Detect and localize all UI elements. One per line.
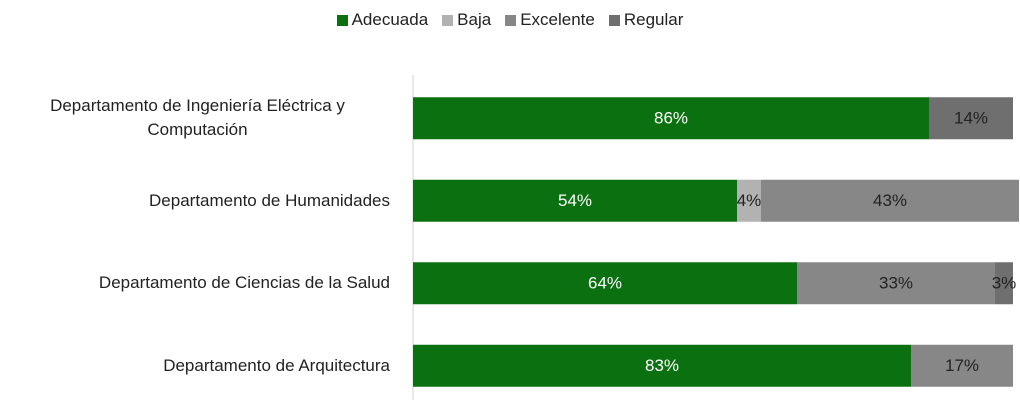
legend-swatch	[442, 14, 454, 26]
category-text: Departamento de Ingeniería Eléctrica y C…	[50, 96, 345, 140]
data-label: 86%	[654, 109, 688, 128]
data-label: 83%	[645, 356, 679, 375]
bar-segment	[737, 179, 761, 222]
data-label: 54%	[558, 191, 592, 210]
legend-label: Adecuada	[351, 10, 429, 29]
data-label: 3%	[992, 274, 1017, 293]
data-label: 14%	[954, 109, 988, 128]
data-label: 43%	[873, 191, 907, 210]
category-label: Departamento de Ingeniería Eléctrica y C…	[0, 88, 390, 148]
bar-segment	[413, 97, 929, 140]
data-label: 4%	[737, 191, 762, 210]
legend: Adecuada Baja Excelente Regular	[0, 10, 1020, 30]
data-label: 64%	[588, 274, 622, 293]
category-label: Departamento de Ciencias de la Salud	[0, 253, 390, 313]
legend-item: Baja	[442, 10, 491, 30]
category-text: Departamento de Arquitectura	[163, 355, 390, 375]
bar-segment	[413, 344, 911, 387]
legend-swatch	[505, 14, 517, 26]
bar-segment	[911, 344, 1013, 387]
legend-item: Excelente	[505, 10, 595, 30]
category-label: Departamento de Humanidades	[0, 171, 390, 231]
legend-swatch	[336, 14, 348, 26]
legend-item: Regular	[608, 10, 684, 30]
legend-item: Adecuada	[336, 10, 429, 30]
data-label: 33%	[879, 274, 913, 293]
bar-segment	[995, 262, 1013, 305]
category-label: Departamento de Arquitectura	[0, 336, 390, 396]
category-text: Departamento de Humanidades	[149, 190, 390, 210]
legend-label: Baja	[457, 10, 492, 29]
legend-label: Regular	[623, 10, 684, 29]
bar-segment	[413, 179, 737, 222]
bar-segment	[413, 262, 797, 305]
data-label: 17%	[945, 356, 979, 375]
legend-swatch	[608, 14, 620, 26]
category-text: Departamento de Ciencias de la Salud	[98, 273, 390, 293]
legend-label: Excelente	[520, 10, 595, 29]
bar-segment	[797, 262, 995, 305]
bar-segment	[929, 97, 1013, 140]
bar-segment	[761, 179, 1019, 222]
